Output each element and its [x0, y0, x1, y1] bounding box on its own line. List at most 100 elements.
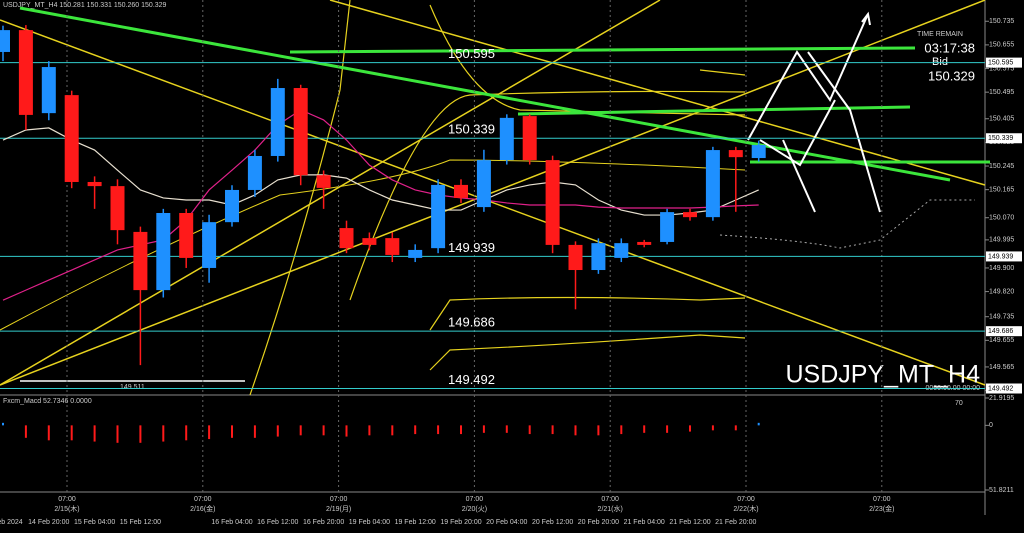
x-tick-label: 20 Feb 04:00	[486, 519, 527, 526]
y-tick-label: 150.070	[989, 215, 1014, 222]
band-line	[429, 4, 746, 116]
y-tick-label: 150.655	[989, 42, 1014, 49]
moving-average	[2, 109, 759, 301]
macd-bar	[368, 425, 371, 436]
macd-bar	[528, 425, 531, 435]
macd-bar	[666, 425, 669, 433]
candle-body	[316, 175, 331, 188]
header: USDJPY_MT_H4 150.281 150.331 150.260 150…	[3, 2, 167, 9]
candle-body	[476, 160, 491, 208]
level-tag-label: 149.492	[988, 385, 1013, 392]
candle-body	[362, 238, 377, 245]
macd-bar	[70, 425, 73, 441]
macd-bar	[505, 425, 508, 433]
arrow-path	[747, 13, 869, 141]
macd-bar	[162, 425, 165, 442]
day-date: 2/19(月)	[326, 505, 351, 513]
level-tag-label: 149.939	[988, 253, 1013, 260]
level-tag	[986, 383, 1022, 394]
candle-body	[270, 88, 285, 156]
candle-body	[18, 30, 33, 115]
level-tag	[986, 251, 1022, 262]
candle-body	[225, 189, 239, 223]
arrow-path	[759, 99, 836, 167]
trend-lines	[0, 0, 990, 396]
day-time: 07:00	[601, 496, 619, 503]
macd-bar	[276, 425, 279, 437]
trend-line	[0, 19, 986, 386]
band-line	[429, 296, 746, 331]
macd-bar	[322, 425, 325, 436]
arrow-head	[861, 11, 871, 26]
macd-bar	[711, 425, 714, 431]
x-tick-label: 15 Feb 04:00	[74, 519, 115, 526]
candle-body	[293, 88, 308, 176]
day-time: 07:00	[58, 496, 76, 503]
macd-bar	[345, 425, 348, 437]
arrow-path	[782, 139, 816, 213]
y-tick-label: 150.495	[989, 89, 1014, 96]
low-label: 149.511	[120, 384, 145, 391]
x-tick-label: 14 Feb 2024	[0, 519, 23, 526]
macd-bar	[47, 425, 50, 441]
green-line	[517, 105, 911, 116]
green-line	[289, 46, 916, 54]
macd-bar	[253, 425, 256, 438]
macd-bar	[597, 425, 600, 436]
indicator-label: Fxcm_Macd 52.7346 0.0000	[3, 398, 92, 405]
level-label: 149.939	[448, 240, 495, 255]
y-tick-label: 149.995	[989, 237, 1014, 244]
candle-body	[591, 243, 606, 271]
macd-bar	[185, 425, 188, 441]
green-line	[19, 6, 951, 182]
y-tick-label: 149.900	[989, 265, 1014, 272]
level-tag-label: 150.339	[988, 135, 1013, 142]
x-tick-label: 16 Feb 12:00	[257, 519, 298, 526]
macd-bar	[757, 422, 760, 426]
macd-bar	[391, 425, 394, 436]
x-tick-label: 20 Feb 12:00	[532, 519, 573, 526]
y-tick-label: 150.405	[989, 116, 1014, 123]
day-date: 2/16(金)	[190, 504, 215, 513]
x-tick-label: 15 Feb 12:00	[120, 519, 161, 526]
candle-body	[202, 222, 217, 268]
y-tick-label: 150.165	[989, 187, 1014, 194]
candle-body	[247, 155, 262, 190]
level-tag	[986, 326, 1022, 337]
day-time: 07:00	[194, 496, 212, 503]
candle-body	[499, 117, 514, 161]
y-tick-label: 149.565	[989, 364, 1014, 371]
trend-line	[0, 0, 661, 386]
day-time: 07:00	[737, 496, 755, 503]
macd-bar	[231, 425, 233, 438]
level-tag	[986, 57, 1022, 68]
candle-body	[64, 95, 79, 182]
candle-body	[179, 213, 194, 258]
cloud-line	[719, 199, 975, 249]
level-tag-label: 149.686	[988, 328, 1013, 335]
band-line	[249, 0, 351, 396]
x-tick-label: 16 Feb 20:00	[303, 519, 344, 526]
arrow-path	[807, 51, 881, 213]
macd-bar	[689, 425, 691, 432]
candle-body	[660, 212, 675, 242]
moving-average	[2, 127, 759, 216]
x-tick-label: 19 Feb 20:00	[440, 519, 481, 526]
macd-bar	[139, 425, 142, 443]
candle-body	[0, 30, 10, 52]
scenario-arrows	[747, 11, 881, 213]
y-tick-label: 149.820	[989, 288, 1014, 295]
y-tick-label: 150.735	[989, 18, 1014, 25]
day-time: 07:00	[330, 496, 348, 503]
macd-bar	[2, 422, 4, 426]
level-label: 149.686	[448, 315, 495, 330]
y-tick-label: 149.655	[989, 337, 1014, 344]
bid-label: Bid	[932, 56, 948, 68]
macd-bar	[574, 425, 577, 436]
y-tick-label: 150.575	[989, 65, 1014, 72]
macd-bar	[299, 425, 302, 436]
macd-bar	[437, 425, 440, 435]
bid: 150.329	[928, 68, 975, 83]
